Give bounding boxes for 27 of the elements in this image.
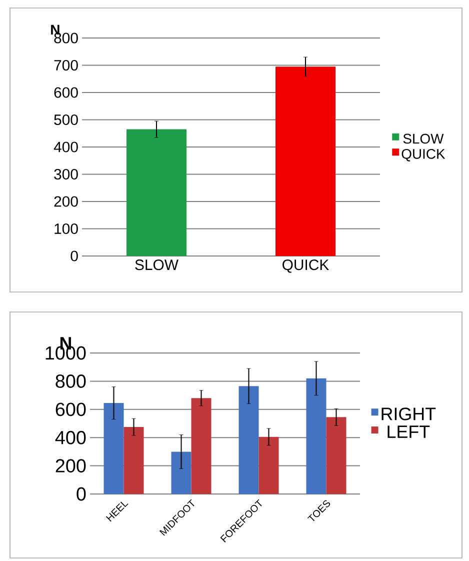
y-tick-label: 700 — [54, 60, 78, 71]
legend-label: QUICK — [402, 148, 446, 162]
legend-label: RIGHT — [382, 408, 436, 420]
y-axis-title: N — [51, 24, 60, 34]
y-tick-label: 100 — [54, 223, 78, 234]
y-tick-label: 200 — [54, 196, 78, 207]
y-tick-label: 800 — [56, 374, 86, 388]
y-tick-label: 600 — [54, 87, 78, 98]
bar — [326, 417, 346, 494]
bar — [191, 398, 212, 494]
y-tick-label: 400 — [54, 142, 78, 152]
y-tick-label: 0 — [70, 250, 78, 262]
bar — [238, 386, 259, 494]
legend-label: SLOW — [403, 134, 444, 144]
y-tick-label: 200 — [56, 459, 86, 472]
legend-label: LEFT — [388, 426, 430, 438]
bar — [258, 436, 279, 494]
y-tick-label: 600 — [56, 402, 86, 416]
y-tick-label: 400 — [55, 430, 86, 444]
bar — [124, 427, 144, 494]
y-tick-label: 0 — [76, 487, 86, 501]
bar — [306, 378, 326, 494]
y-tick-label: 800 — [54, 32, 78, 44]
bar — [104, 403, 124, 494]
bar — [171, 452, 192, 494]
y-tick-label: 300 — [54, 168, 78, 180]
y-tick-label: 500 — [54, 114, 78, 126]
